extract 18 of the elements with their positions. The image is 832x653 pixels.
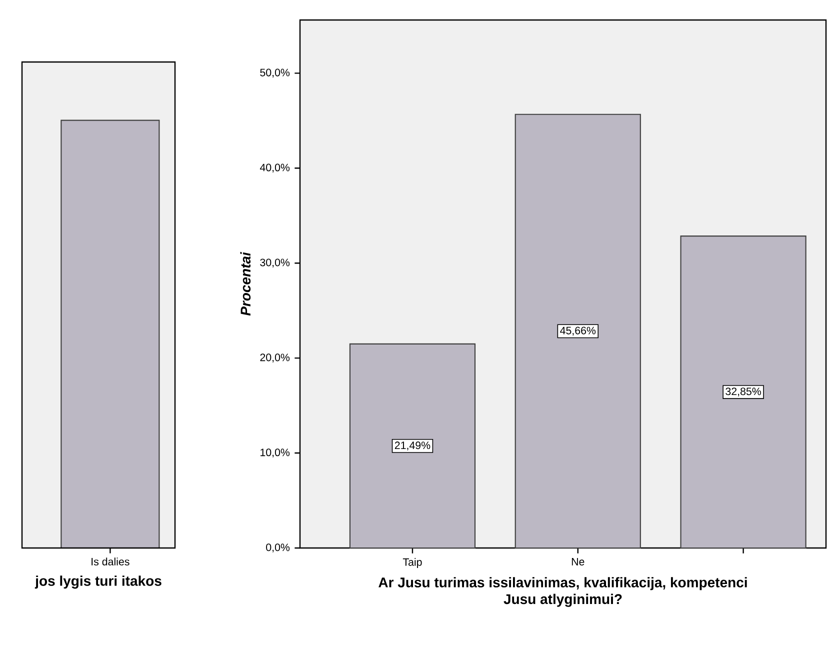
y-tick-label: 0,0% bbox=[266, 544, 290, 552]
y-axis-title: Procentai bbox=[240, 252, 251, 316]
y-tick-label: 10,0% bbox=[260, 448, 290, 458]
y-tick-label: 30,0% bbox=[260, 258, 290, 268]
data-label: 32,85% bbox=[726, 388, 761, 396]
data-label: 45,66% bbox=[560, 326, 596, 336]
bar bbox=[349, 343, 476, 549]
category-label: Is dalies bbox=[92, 558, 130, 566]
data-label: 21,49% bbox=[394, 442, 430, 450]
x-axis-title: Ar Jusu turimas issilavinimas, kvalifikacija, kompetenci Jusu atlyginimui? bbox=[378, 577, 747, 607]
y-tick-label: 20,0% bbox=[260, 354, 290, 362]
text: jos lygis turi itakos bbox=[34, 576, 162, 589]
x-tick-label: Ne bbox=[572, 558, 584, 566]
y-tick-label: 40,0% bbox=[260, 164, 290, 173]
bar bbox=[680, 236, 806, 549]
y-tick-label: 50,0% bbox=[260, 68, 290, 78]
x-tick-label: Taip bbox=[402, 558, 422, 568]
bar bbox=[514, 114, 641, 549]
